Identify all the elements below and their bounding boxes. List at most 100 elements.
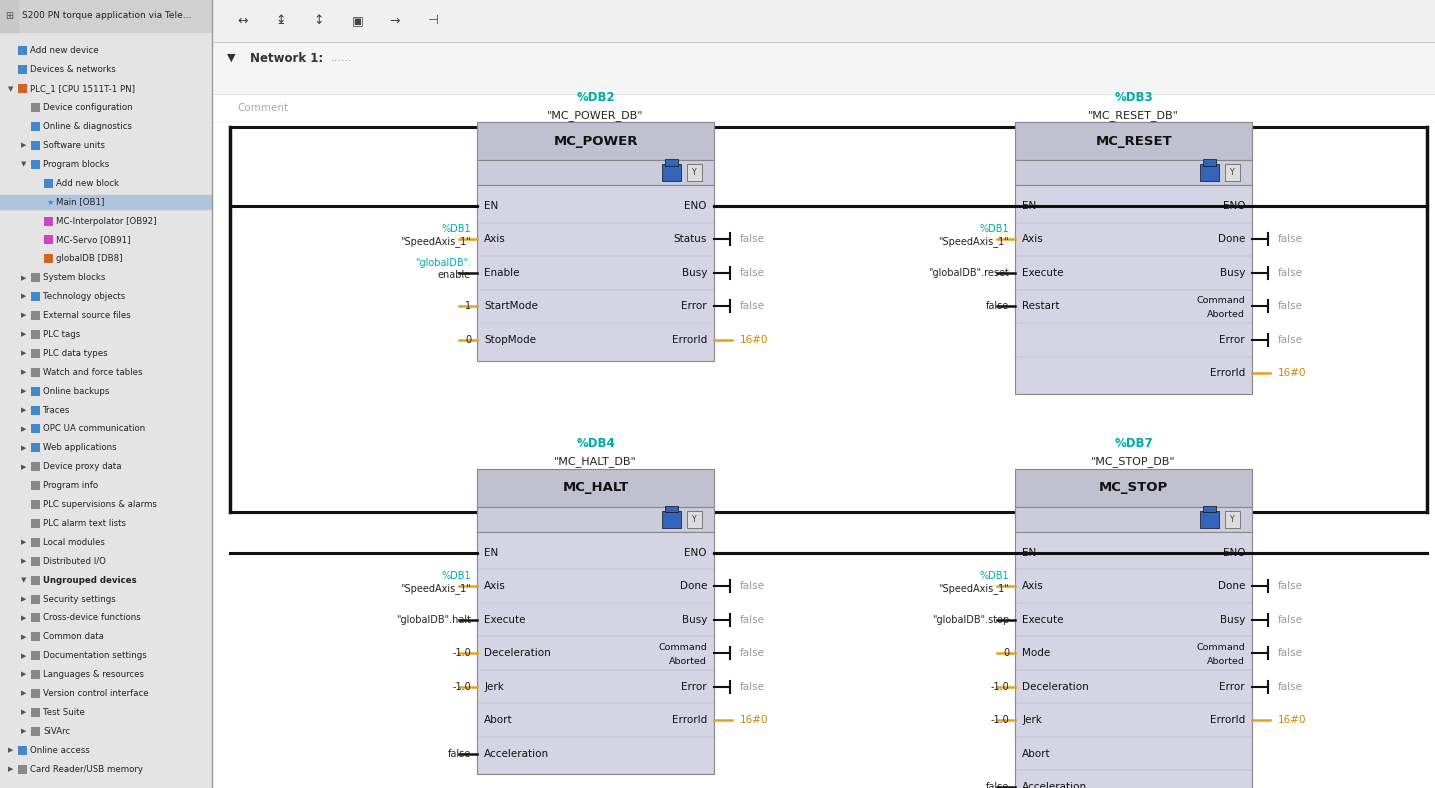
- Text: "MC_HALT_DB": "MC_HALT_DB": [554, 456, 637, 467]
- Text: ★: ★: [46, 198, 53, 206]
- Bar: [32, 556, 40, 566]
- Text: ↨: ↨: [276, 14, 286, 28]
- Bar: [32, 387, 40, 396]
- Bar: [1203, 159, 1215, 165]
- Text: ▶: ▶: [22, 596, 26, 602]
- Bar: [476, 185, 713, 361]
- Text: %DB3: %DB3: [1115, 91, 1152, 104]
- Bar: [19, 46, 27, 55]
- Text: Technology objects: Technology objects: [43, 292, 125, 301]
- Text: ▶: ▶: [22, 728, 26, 734]
- Text: Documentation settings: Documentation settings: [43, 651, 146, 660]
- Text: Device proxy data: Device proxy data: [43, 463, 122, 471]
- Text: %DB1: %DB1: [980, 225, 1009, 234]
- Text: ▶: ▶: [9, 766, 13, 772]
- Text: Error: Error: [682, 301, 707, 311]
- Text: "globalDB".halt: "globalDB".halt: [396, 615, 471, 625]
- Bar: [32, 273, 40, 282]
- Text: false: false: [1279, 268, 1303, 278]
- Text: Status: Status: [673, 234, 707, 244]
- Text: Distributed I/O: Distributed I/O: [43, 556, 106, 566]
- Text: MC-Servo [OB91]: MC-Servo [OB91]: [56, 236, 131, 244]
- Text: "SpeedAxis_1": "SpeedAxis_1": [400, 582, 471, 593]
- Text: false: false: [986, 301, 1009, 311]
- Bar: [664, 159, 677, 165]
- Bar: [32, 160, 40, 169]
- Text: Ungrouped devices: Ungrouped devices: [43, 575, 136, 585]
- Text: Add new block: Add new block: [56, 179, 119, 188]
- Text: Network 1:: Network 1:: [250, 51, 324, 65]
- Text: Software units: Software units: [43, 141, 105, 150]
- Bar: [0, 0, 212, 788]
- Text: %DB4: %DB4: [575, 437, 616, 451]
- Bar: [32, 425, 40, 433]
- Text: ErrorId: ErrorId: [1210, 369, 1246, 378]
- Text: Watch and force tables: Watch and force tables: [43, 368, 142, 377]
- Text: Axis: Axis: [1022, 581, 1045, 591]
- Text: PLC alarm text lists: PLC alarm text lists: [43, 519, 126, 528]
- Text: ErrorId: ErrorId: [672, 335, 707, 345]
- Text: Version control interface: Version control interface: [43, 689, 149, 698]
- Text: Error: Error: [1220, 335, 1246, 345]
- Text: Command: Command: [659, 642, 707, 652]
- Text: System blocks: System blocks: [43, 273, 105, 282]
- Text: Axis: Axis: [1022, 234, 1045, 244]
- Text: false: false: [1279, 648, 1303, 658]
- Bar: [32, 537, 40, 547]
- Bar: [32, 670, 40, 679]
- Text: 16#0: 16#0: [740, 335, 768, 345]
- Text: ▶: ▶: [22, 539, 26, 545]
- Text: ▶: ▶: [22, 294, 26, 299]
- Text: Axis: Axis: [484, 581, 507, 591]
- Bar: [32, 727, 40, 736]
- Text: MC_HALT: MC_HALT: [563, 481, 629, 494]
- Text: ▼: ▼: [9, 86, 13, 91]
- Text: "SpeedAxis_1": "SpeedAxis_1": [400, 236, 471, 247]
- Text: Aborted: Aborted: [1207, 310, 1246, 319]
- Bar: [32, 613, 40, 623]
- Text: Device configuration: Device configuration: [43, 103, 132, 112]
- Bar: [32, 103, 40, 112]
- Text: S200 PN torque application via Tele...: S200 PN torque application via Tele...: [22, 12, 191, 20]
- Text: EN: EN: [1022, 201, 1036, 211]
- Bar: [32, 406, 40, 414]
- Text: false: false: [740, 234, 765, 244]
- Text: Enable: Enable: [484, 268, 519, 278]
- Bar: [1016, 122, 1251, 160]
- Text: Mode: Mode: [1022, 648, 1050, 658]
- Text: Comment: Comment: [237, 103, 288, 113]
- Text: ⊣: ⊣: [428, 14, 438, 28]
- Text: Error: Error: [682, 682, 707, 692]
- Text: "MC_POWER_DB": "MC_POWER_DB": [547, 110, 644, 121]
- Text: false: false: [740, 615, 765, 625]
- Text: -1.0: -1.0: [452, 648, 471, 658]
- Bar: [664, 506, 677, 512]
- Bar: [212, 42, 1435, 94]
- Text: Busy: Busy: [1220, 268, 1246, 278]
- Text: Local modules: Local modules: [43, 537, 105, 547]
- Text: Abort: Abort: [1022, 749, 1050, 759]
- Bar: [476, 507, 713, 532]
- Text: false: false: [740, 648, 765, 658]
- Text: ▶: ▶: [22, 370, 26, 375]
- Text: Common data: Common data: [43, 632, 103, 641]
- Bar: [476, 532, 713, 775]
- Text: false: false: [1279, 335, 1303, 345]
- Bar: [44, 255, 53, 263]
- Text: Online backups: Online backups: [43, 387, 109, 396]
- Text: Axis: Axis: [484, 234, 507, 244]
- Text: Y: Y: [692, 515, 697, 524]
- Bar: [687, 511, 702, 528]
- Text: ErrorId: ErrorId: [672, 716, 707, 725]
- Text: false: false: [1279, 682, 1303, 692]
- Bar: [32, 463, 40, 471]
- Text: Main [OB1]: Main [OB1]: [56, 198, 105, 206]
- Text: ▶: ▶: [9, 747, 13, 753]
- Bar: [32, 311, 40, 320]
- Text: Cross-device functions: Cross-device functions: [43, 613, 141, 623]
- Bar: [1016, 160, 1251, 185]
- Text: ▶: ▶: [22, 652, 26, 659]
- Text: Acceleration: Acceleration: [484, 749, 550, 759]
- Text: Aborted: Aborted: [669, 656, 707, 666]
- Text: ▶: ▶: [22, 709, 26, 716]
